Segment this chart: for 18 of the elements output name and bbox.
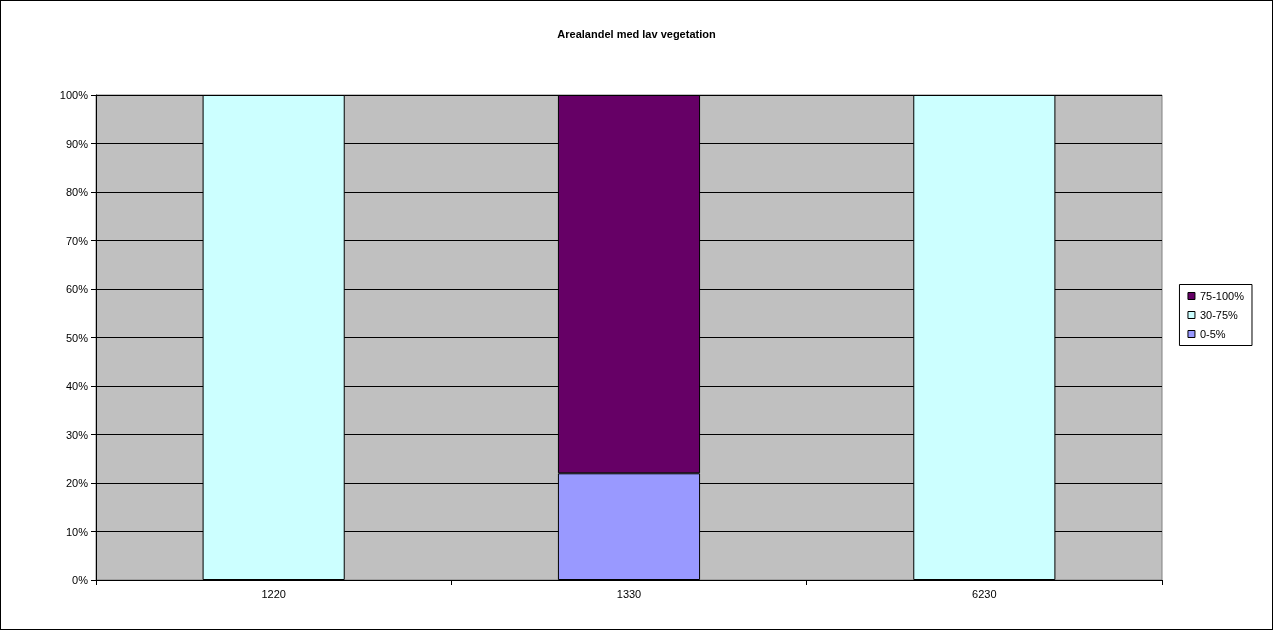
y-tick-label: 70% bbox=[65, 234, 89, 247]
y-tick-label: 80% bbox=[65, 186, 89, 198]
y-tick-label: 10% bbox=[65, 525, 89, 538]
y-tick-label: 30% bbox=[65, 428, 89, 441]
legend-label: 75-100% bbox=[1199, 290, 1245, 302]
chart-title: Arealandel med lav vegetation bbox=[557, 27, 716, 40]
x-tick-label: 6230 bbox=[972, 587, 997, 600]
x-tick-label: 1330 bbox=[616, 587, 642, 600]
y-tick-label: 0% bbox=[72, 574, 89, 586]
x-tick-label: 1220 bbox=[261, 587, 286, 600]
y-tick-label: 90% bbox=[65, 137, 89, 150]
legend-label: 30-75% bbox=[1199, 309, 1239, 321]
y-tick-label: 40% bbox=[65, 380, 89, 392]
y-tick-label: 60% bbox=[65, 283, 89, 295]
y-tick-label: 20% bbox=[65, 477, 89, 489]
y-tick-label: 50% bbox=[65, 331, 89, 344]
y-tick-label: 100% bbox=[59, 89, 89, 101]
legend-label: 0-5% bbox=[1199, 328, 1226, 340]
